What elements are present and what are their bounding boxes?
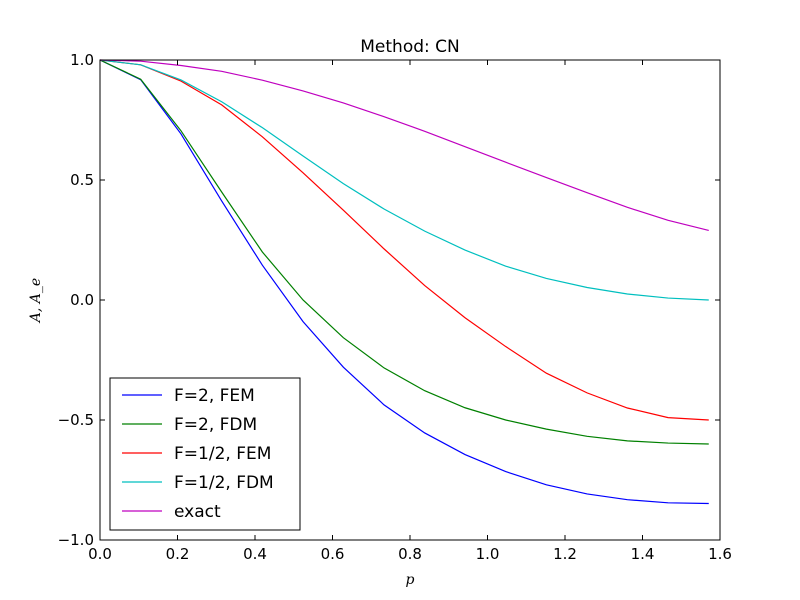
- legend-label: F=1/2, FEM: [174, 444, 271, 464]
- y-tick-label: −0.5: [58, 411, 94, 429]
- legend-label: exact: [174, 502, 221, 522]
- y-tick-label: 0.0: [70, 291, 94, 309]
- plot-frame: [99, 59, 721, 541]
- legend-label: F=1/2, FDM: [174, 473, 274, 493]
- x-tick-label: 1.2: [553, 545, 577, 563]
- chart-title: Method: CN: [360, 37, 459, 57]
- x-tick-label: 1.6: [708, 545, 732, 563]
- series-layer: [99, 59, 709, 505]
- x-tick-label: 0.8: [398, 545, 422, 563]
- y-tick-label: 1.0: [70, 51, 94, 69]
- series-line-2: [99, 59, 709, 421]
- legend-label: F=2, FDM: [174, 415, 257, 435]
- legend-label: F=2, FEM: [174, 386, 255, 406]
- tick-layer: 0.0 0.2 0.4 0.6 0.8 1.0 1.2 1.4 1.6 1.0 0.5 0.0 −0.5…: [58, 51, 732, 563]
- x-tick-label: 0.6: [321, 545, 345, 563]
- x-tick-label: 1.4: [631, 545, 655, 563]
- series-line-4: [99, 59, 709, 231]
- x-tick-label: 1.0: [476, 545, 500, 563]
- x-axis-label: p: [406, 572, 415, 588]
- x-tick-label: 0.2: [166, 545, 190, 563]
- series-line-1: [99, 59, 709, 445]
- legend-items: F=2, FEM F=2, FDM F=1/2, FEM F=1/2, FDM exac…: [122, 386, 274, 522]
- series-line-0: [99, 59, 709, 505]
- legend: F=2, FEM F=2, FDM F=1/2, FEM F=1/2, FDM exac…: [109, 377, 301, 531]
- y-tick-label: −1.0: [58, 531, 94, 549]
- x-tick-label: 0.0: [88, 545, 112, 563]
- x-tick-label: 0.4: [243, 545, 267, 563]
- legend-frame: [109, 377, 301, 531]
- y-axis-label: A, A_e: [28, 278, 44, 324]
- series-line-3: [99, 59, 709, 301]
- y-tick-label: 0.5: [70, 171, 94, 189]
